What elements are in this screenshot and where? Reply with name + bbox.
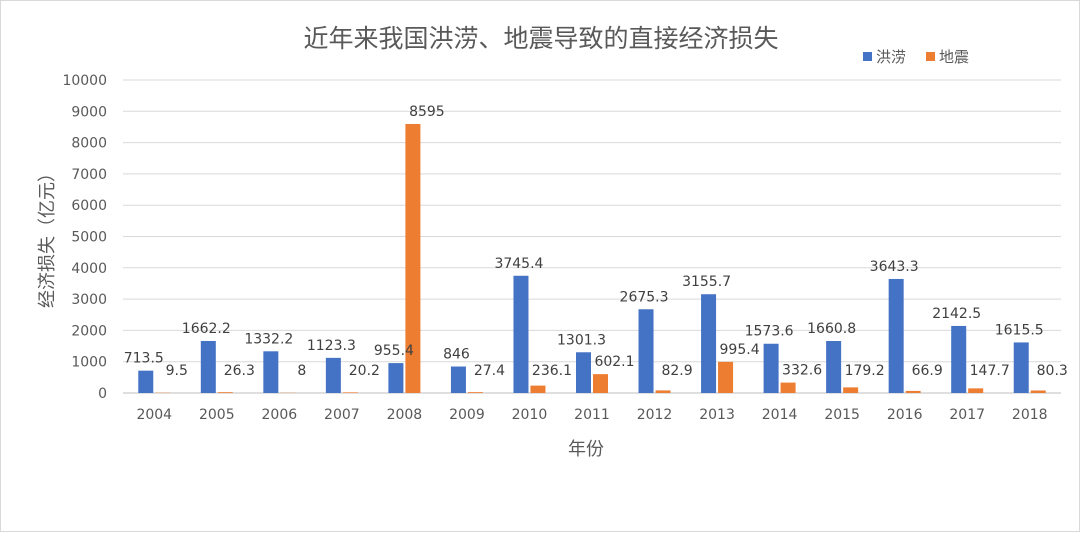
data-label: 1660.8 bbox=[807, 321, 856, 337]
y-tick-label: 9000 bbox=[71, 104, 107, 120]
x-tick-label: 2004 bbox=[136, 407, 172, 423]
x-tick-label: 2008 bbox=[387, 407, 423, 423]
bar-地震-2005 bbox=[218, 392, 233, 393]
data-label: 3643.3 bbox=[870, 259, 919, 275]
x-tick-label: 2016 bbox=[887, 407, 923, 423]
bar-洪涝-2007 bbox=[326, 358, 341, 393]
x-tick-label: 2014 bbox=[762, 407, 798, 423]
data-label: 9.5 bbox=[166, 363, 188, 379]
x-tick-label: 2005 bbox=[199, 407, 235, 423]
data-label: 602.1 bbox=[594, 354, 634, 370]
bar-洪涝-2015 bbox=[826, 341, 841, 393]
y-tick-label: 0 bbox=[98, 386, 107, 402]
x-tick-label: 2017 bbox=[949, 407, 985, 423]
y-tick-label: 7000 bbox=[71, 167, 107, 183]
bar-地震-2012 bbox=[656, 390, 671, 393]
x-tick-label: 2006 bbox=[262, 407, 298, 423]
data-label: 8595 bbox=[409, 104, 445, 120]
y-tick-label: 5000 bbox=[71, 230, 107, 246]
bar-地震-2007 bbox=[343, 392, 358, 393]
x-tick-label: 2015 bbox=[824, 407, 860, 423]
bar-地震-2018 bbox=[1031, 390, 1046, 393]
data-label: 20.2 bbox=[349, 363, 380, 379]
data-label: 332.6 bbox=[782, 363, 822, 379]
bar-地震-2014 bbox=[781, 383, 796, 393]
legend-swatch bbox=[863, 52, 872, 61]
y-tick-label: 3000 bbox=[71, 292, 107, 308]
data-label: 27.4 bbox=[474, 363, 505, 379]
bar-洪涝-2014 bbox=[764, 344, 779, 393]
data-label: 3745.4 bbox=[494, 256, 543, 272]
y-tick-label: 1000 bbox=[71, 355, 107, 371]
legend: 洪涝 地震 bbox=[863, 48, 969, 66]
data-label: 1615.5 bbox=[995, 322, 1044, 338]
data-label: 147.7 bbox=[970, 363, 1010, 379]
x-axis-ticks: 2004 2005 2006 2007 2008 2009 2010 2011 2012 2013… bbox=[136, 407, 1047, 423]
data-label: 26.3 bbox=[224, 363, 255, 379]
bar-地震-2009 bbox=[468, 392, 483, 393]
x-tick-label: 2009 bbox=[449, 407, 485, 423]
data-label: 1573.6 bbox=[745, 324, 794, 340]
legend-label: 洪涝 bbox=[876, 48, 906, 66]
bar-洪涝-2008 bbox=[388, 363, 403, 393]
bar-地震-2013 bbox=[718, 362, 733, 393]
bar-洪涝-2004 bbox=[138, 371, 153, 393]
data-label: 80.3 bbox=[1037, 363, 1068, 379]
x-tick-label: 2007 bbox=[324, 407, 360, 423]
y-tick-label: 8000 bbox=[71, 136, 107, 152]
data-label: 846 bbox=[443, 347, 470, 363]
data-label: 179.2 bbox=[845, 363, 885, 379]
y-tick-label: 6000 bbox=[71, 198, 107, 214]
bar-地震-2010 bbox=[530, 386, 545, 393]
data-label: 1123.3 bbox=[307, 338, 356, 354]
bar-洪涝-2012 bbox=[639, 309, 654, 393]
y-tick-label: 10000 bbox=[62, 73, 107, 89]
y-tick-label: 2000 bbox=[71, 323, 107, 339]
data-label: 1332.2 bbox=[244, 331, 293, 347]
x-tick-label: 2011 bbox=[574, 407, 610, 423]
x-tick-label: 2013 bbox=[699, 407, 735, 423]
data-label: 955.4 bbox=[374, 343, 414, 359]
bar-洪涝-2009 bbox=[451, 367, 466, 393]
chart-title: 近年来我国洪涝、地震导致的直接经济损失 bbox=[303, 24, 778, 53]
x-axis-title: 年份 bbox=[568, 439, 604, 460]
bar-洪涝-2017 bbox=[951, 326, 966, 393]
bar-洪涝-2011 bbox=[576, 352, 591, 393]
bar-洪涝-2006 bbox=[263, 351, 278, 393]
data-label: 3155.7 bbox=[682, 274, 731, 290]
legend-label: 地震 bbox=[939, 48, 969, 66]
data-label: 2142.5 bbox=[932, 306, 981, 322]
data-label: 1301.3 bbox=[557, 332, 606, 348]
data-label: 1662.2 bbox=[182, 321, 231, 337]
bar-洪涝-2016 bbox=[889, 279, 904, 393]
y-axis-ticks: 0 1000 2000 3000 4000 5000 6000 7000 8000 9000 100… bbox=[62, 73, 107, 402]
data-label: 995.4 bbox=[720, 342, 760, 358]
data-label: 713.5 bbox=[124, 351, 164, 367]
bar-洪涝-2010 bbox=[513, 276, 528, 393]
x-tick-label: 2018 bbox=[1012, 407, 1048, 423]
bar-地震-2016 bbox=[906, 391, 921, 393]
bar-洪涝-2018 bbox=[1014, 342, 1029, 393]
y-tick-label: 4000 bbox=[71, 261, 107, 277]
data-label: 66.9 bbox=[912, 363, 943, 379]
bar-洪涝-2005 bbox=[201, 341, 216, 393]
data-label: 236.1 bbox=[532, 363, 572, 379]
x-tick-label: 2012 bbox=[637, 407, 673, 423]
data-label: 82.9 bbox=[661, 363, 692, 379]
x-tick-label: 2010 bbox=[512, 407, 548, 423]
bar-地震-2015 bbox=[843, 387, 858, 393]
bar-地震-2017 bbox=[968, 388, 983, 393]
bar-地震-2011 bbox=[593, 374, 608, 393]
y-axis-title: 经济损失（亿元） bbox=[37, 164, 58, 308]
data-label: 8 bbox=[297, 363, 306, 379]
legend-swatch bbox=[926, 52, 935, 61]
data-label: 2675.3 bbox=[620, 289, 669, 305]
bar-洪涝-2013 bbox=[701, 294, 716, 393]
